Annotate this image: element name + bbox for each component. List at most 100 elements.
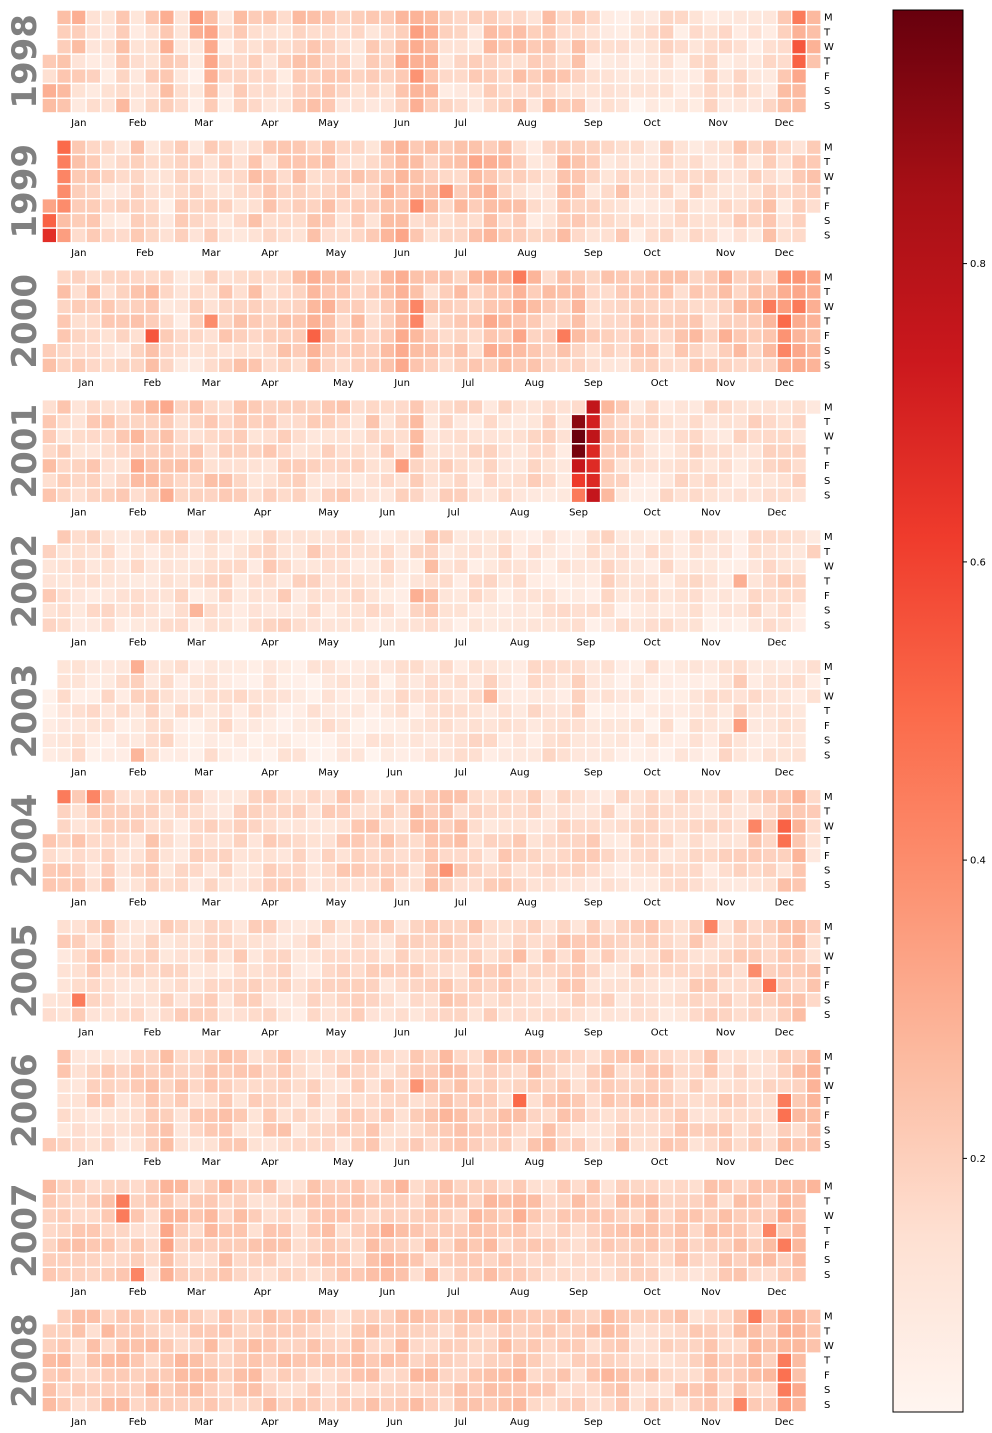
weekday-label: S	[824, 1255, 830, 1266]
day-cell	[423, 977, 440, 994]
month-label: Dec	[775, 1417, 794, 1428]
day-cell	[805, 183, 822, 200]
weekday-label: F	[824, 721, 830, 732]
day-cell	[320, 342, 337, 359]
day-cell	[56, 788, 73, 805]
day-cell	[688, 212, 705, 229]
day-cell	[761, 9, 778, 26]
day-cell	[585, 803, 602, 820]
day-cell	[541, 443, 558, 460]
day-cell	[644, 68, 661, 85]
day-cell	[702, 283, 719, 300]
day-cell	[320, 788, 337, 805]
day-cell	[291, 443, 308, 460]
day-cell	[320, 1077, 337, 1094]
day-cell	[482, 732, 499, 749]
year-label: 2000	[5, 274, 45, 369]
day-cell	[541, 528, 558, 545]
day-cell	[555, 97, 572, 114]
month-label: Oct	[643, 1287, 660, 1298]
day-cell	[732, 153, 749, 171]
day-cell	[805, 918, 822, 935]
day-cell	[305, 732, 323, 749]
day-cell	[261, 948, 278, 965]
day-cell	[114, 1337, 131, 1354]
day-cell	[85, 269, 102, 286]
day-cell	[673, 528, 690, 545]
day-cell	[732, 558, 749, 575]
day-cell	[320, 1063, 337, 1080]
day-cell	[599, 1136, 616, 1153]
day-cell	[114, 717, 131, 734]
day-cell	[438, 587, 455, 604]
day-cell	[423, 197, 440, 215]
day-cell	[570, 97, 587, 114]
weekday-label: F	[824, 331, 830, 342]
day-cell	[467, 528, 484, 545]
day-cell	[526, 732, 543, 749]
day-cell	[129, 977, 146, 994]
day-cell	[408, 443, 425, 460]
day-cell	[408, 1193, 425, 1210]
day-cell	[746, 818, 763, 835]
day-cell	[555, 587, 572, 604]
day-cell	[217, 269, 234, 286]
day-cell	[114, 487, 131, 504]
day-cell	[217, 472, 234, 489]
day-cell	[261, 212, 278, 229]
day-cell	[291, 803, 308, 820]
day-cell	[350, 847, 367, 864]
day-cell	[658, 457, 675, 474]
day-cell	[702, 1237, 719, 1254]
day-cell	[217, 53, 234, 70]
day-cell	[717, 97, 734, 114]
day-cell	[629, 528, 646, 545]
day-cell	[497, 818, 514, 835]
day-cell	[56, 933, 73, 950]
day-cell	[555, 357, 572, 374]
day-cell	[791, 803, 808, 820]
day-cell	[688, 1107, 705, 1124]
day-cell	[261, 357, 278, 374]
day-cell	[114, 788, 131, 805]
day-cell	[320, 803, 337, 820]
day-cell	[585, 428, 602, 445]
day-cell	[555, 212, 572, 229]
day-cell	[482, 227, 499, 244]
day-cell	[247, 876, 264, 893]
day-cell	[129, 702, 146, 719]
month-label: Mar	[187, 508, 207, 519]
day-cell	[291, 702, 308, 719]
day-cell	[585, 1396, 602, 1413]
day-cell	[100, 1178, 117, 1195]
day-cell	[570, 139, 587, 156]
day-cell	[305, 212, 323, 229]
day-cell	[555, 702, 572, 719]
day-cell	[56, 227, 73, 244]
day-cell	[232, 587, 249, 604]
day-cell	[70, 428, 87, 445]
day-cell	[467, 717, 484, 734]
day-cell	[364, 933, 381, 950]
day-cell	[688, 342, 705, 359]
day-cell	[379, 658, 396, 675]
day-cell	[70, 197, 87, 215]
day-cell	[70, 1178, 87, 1195]
day-cell	[144, 747, 161, 764]
day-cell	[555, 803, 572, 820]
day-cell	[261, 1006, 278, 1023]
day-cell	[350, 558, 367, 575]
day-cell	[144, 443, 161, 460]
day-cell	[320, 1222, 337, 1239]
day-cell	[555, 876, 572, 893]
day-cell	[629, 298, 646, 315]
day-cell	[247, 1337, 264, 1354]
day-cell	[364, 977, 381, 994]
day-cell	[350, 732, 367, 749]
day-cell	[555, 139, 572, 156]
day-cell	[247, 1178, 264, 1195]
day-cell	[335, 788, 352, 805]
day-cell	[644, 543, 661, 560]
day-cell	[526, 1207, 543, 1224]
weekday-label: M	[824, 402, 833, 413]
